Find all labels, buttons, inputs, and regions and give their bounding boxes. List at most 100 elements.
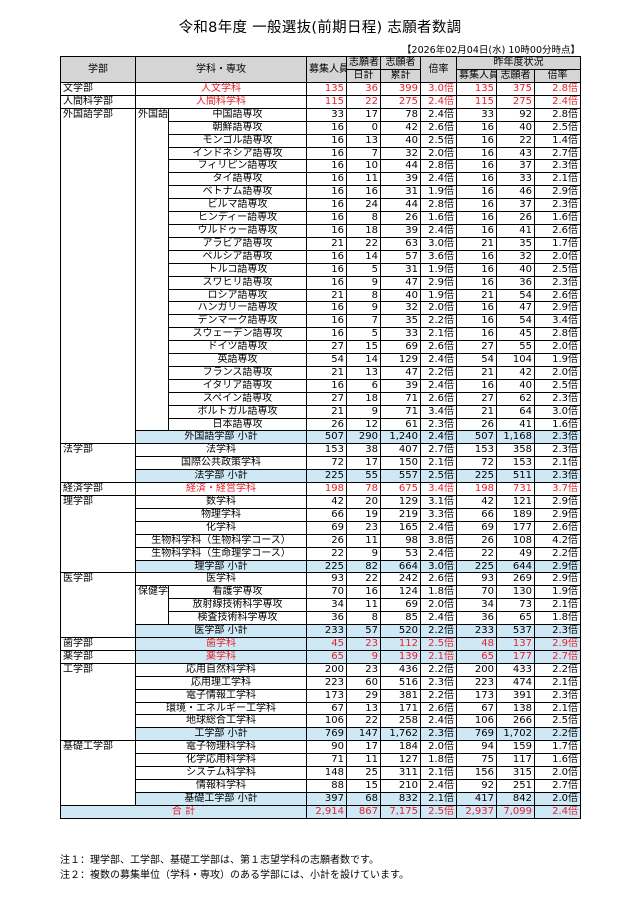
major-cell: 化学科: [135, 521, 307, 535]
ly-applicants-cell: 842: [496, 792, 535, 806]
ly-quota-cell: 16: [456, 147, 497, 161]
ly-applicants-cell: 32: [496, 250, 535, 264]
ratio-cell: 2.4倍: [420, 224, 457, 238]
major-cell: ロシア語専攻: [168, 289, 307, 303]
quota-cell: 223: [306, 676, 347, 690]
ratio-cell: 2.8倍: [420, 159, 457, 174]
cum-applicants-cell: 31: [380, 185, 421, 200]
day-applicants-cell: 11: [346, 598, 381, 613]
quota-cell: 769: [306, 727, 347, 742]
note-1: 注１：理学部、工学部、基礎工学部は、第１志望学科の志願者数です。: [60, 855, 379, 866]
table-row: アラビア語専攻 21 22 63 3.0倍 21 35 1.7倍: [61, 237, 582, 251]
ly-quota-cell: 70: [456, 585, 497, 600]
quota-cell: 106: [306, 714, 347, 729]
major-cell: ハンガリー語専攻: [168, 301, 307, 316]
ratio-cell: 2.2倍: [420, 314, 457, 329]
major-cell: インドネシア語専攻: [168, 147, 307, 161]
ly-ratio-cell: 2.9倍: [534, 495, 582, 509]
table-row: フランス語専攻 21 13 47 2.2倍 21 42 2.0倍: [61, 366, 582, 380]
table-row: 経済学部 経済・経営学科 198 78 675 3.4倍 198 731 3.7倍: [60, 482, 582, 496]
ratio-cell: 2.6倍: [420, 392, 457, 406]
cum-applicants-cell: 165: [380, 521, 421, 535]
ly-applicants-cell: 315: [496, 766, 535, 780]
ratio-cell: 2.3倍: [420, 418, 457, 432]
ly-quota-cell: 153: [456, 443, 497, 458]
ratio-cell: 2.3倍: [420, 727, 457, 742]
ratio-cell: 3.0倍: [420, 237, 457, 251]
major-cell: デンマーク語専攻: [168, 314, 307, 329]
header-ratio: 倍率: [420, 56, 457, 83]
cum-applicants-cell: 71: [380, 405, 421, 419]
ratio-cell: 2.2倍: [420, 663, 457, 677]
ratio-cell: 2.1倍: [420, 456, 457, 471]
ly-ratio-cell: 2.9倍: [534, 185, 582, 200]
ly-applicants-cell: 37: [496, 198, 535, 213]
ly-quota-cell: 16: [456, 379, 497, 393]
cum-applicants-cell: 63: [380, 237, 421, 251]
ratio-cell: 2.3倍: [420, 676, 457, 690]
ratio-cell: 2.4倍: [420, 547, 457, 561]
table-row: ウルドゥー語専攻 16 18 39 2.4倍 16 41 2.6倍: [61, 224, 582, 238]
day-applicants-cell: 8: [346, 289, 381, 303]
ly-ratio-cell: 2.5倍: [534, 121, 582, 135]
day-applicants-cell: 22: [346, 714, 381, 729]
table-row: 医学部 医学科 93 22 242 2.6倍 93 269 2.9倍: [60, 572, 582, 638]
ly-quota-cell: 225: [456, 469, 497, 484]
major-cell: 物理学科: [135, 508, 307, 522]
total-ratio: 2.5倍: [420, 804, 457, 819]
quota-cell: 135: [306, 82, 347, 96]
ly-applicants-cell: 33: [496, 172, 535, 187]
cum-applicants-cell: 1,240: [380, 430, 421, 445]
ly-ratio-cell: 2.3倍: [534, 276, 582, 290]
ratio-cell: 2.6倍: [420, 340, 457, 355]
ly-applicants-cell: 46: [496, 185, 535, 200]
ratio-cell: 3.6倍: [420, 250, 457, 264]
ratio-cell: 2.4倍: [420, 714, 457, 729]
subtotal-row: 基礎工学部 小計 397 68 832 2.1倍 417 842 2.0倍: [61, 792, 582, 806]
ratio-cell: 2.8倍: [420, 198, 457, 213]
major-cell: イタリア語専攻: [168, 379, 307, 393]
ly-ratio-cell: 2.3倍: [534, 469, 582, 484]
ly-ratio-cell: 2.6倍: [534, 521, 582, 535]
ly-quota-cell: 223: [456, 676, 497, 690]
table-row: ハンガリー語専攻 16 9 32 2.0倍 16 47 2.9倍: [61, 301, 582, 316]
quota-cell: 66: [306, 508, 347, 522]
day-applicants-cell: 9: [346, 405, 381, 419]
quota-cell: 21: [306, 237, 347, 251]
table-row: 地球総合工学科 106 22 258 2.4倍 106 266 2.5倍: [61, 714, 582, 729]
ly-ratio-cell: 2.2倍: [534, 663, 582, 677]
total-ly-applicants: 7,099: [496, 804, 535, 819]
table-row: 応用理工学科 223 60 516 2.3倍 223 474 2.1倍: [61, 676, 582, 690]
subtotal-row: 外国語学部 小計 507 290 1,240 2.4倍 507 1,168 2.3倍: [61, 430, 582, 445]
day-applicants-cell: 68: [346, 792, 381, 806]
ly-ratio-cell: 1.9倍: [534, 353, 582, 367]
day-applicants-cell: 8: [346, 611, 381, 626]
ly-ratio-cell: 1.7倍: [534, 237, 582, 251]
day-applicants-cell: 14: [346, 353, 381, 367]
cum-applicants-cell: 242: [380, 572, 421, 587]
ly-applicants-cell: 62: [496, 392, 535, 406]
ly-ratio-cell: 3.7倍: [534, 482, 582, 496]
ly-quota-cell: 417: [456, 792, 497, 806]
quota-cell: 16: [306, 172, 347, 187]
table-row: スワヒリ語専攻 16 9 47 2.9倍 16 36 2.3倍: [61, 276, 582, 290]
major-cell: ポルトガル語専攻: [168, 405, 307, 419]
subtotal-label: 法学部 小計: [135, 469, 307, 484]
major-cell: 放射線技術科学専攻: [168, 598, 307, 613]
table-row: 物理学科 66 19 219 3.3倍 66 189 2.9倍: [61, 508, 582, 522]
ratio-cell: 1.9倍: [420, 263, 457, 277]
subtotal-row: 理学部 小計 225 82 664 3.0倍 225 644 2.9倍: [61, 560, 582, 574]
day-applicants-cell: 11: [346, 534, 381, 548]
day-applicants-cell: 24: [346, 198, 381, 213]
ratio-cell: 2.4倍: [420, 379, 457, 393]
cum-applicants-cell: 399: [380, 82, 421, 96]
ly-applicants-cell: 251: [496, 779, 535, 793]
quota-cell: 16: [306, 327, 347, 342]
cum-applicants-cell: 98: [380, 534, 421, 548]
ly-ratio-cell: 2.0倍: [534, 792, 582, 806]
cum-applicants-cell: 61: [380, 418, 421, 432]
cum-applicants-cell: 26: [380, 211, 421, 225]
quota-cell: 16: [306, 121, 347, 135]
day-applicants-cell: 5: [346, 263, 381, 277]
